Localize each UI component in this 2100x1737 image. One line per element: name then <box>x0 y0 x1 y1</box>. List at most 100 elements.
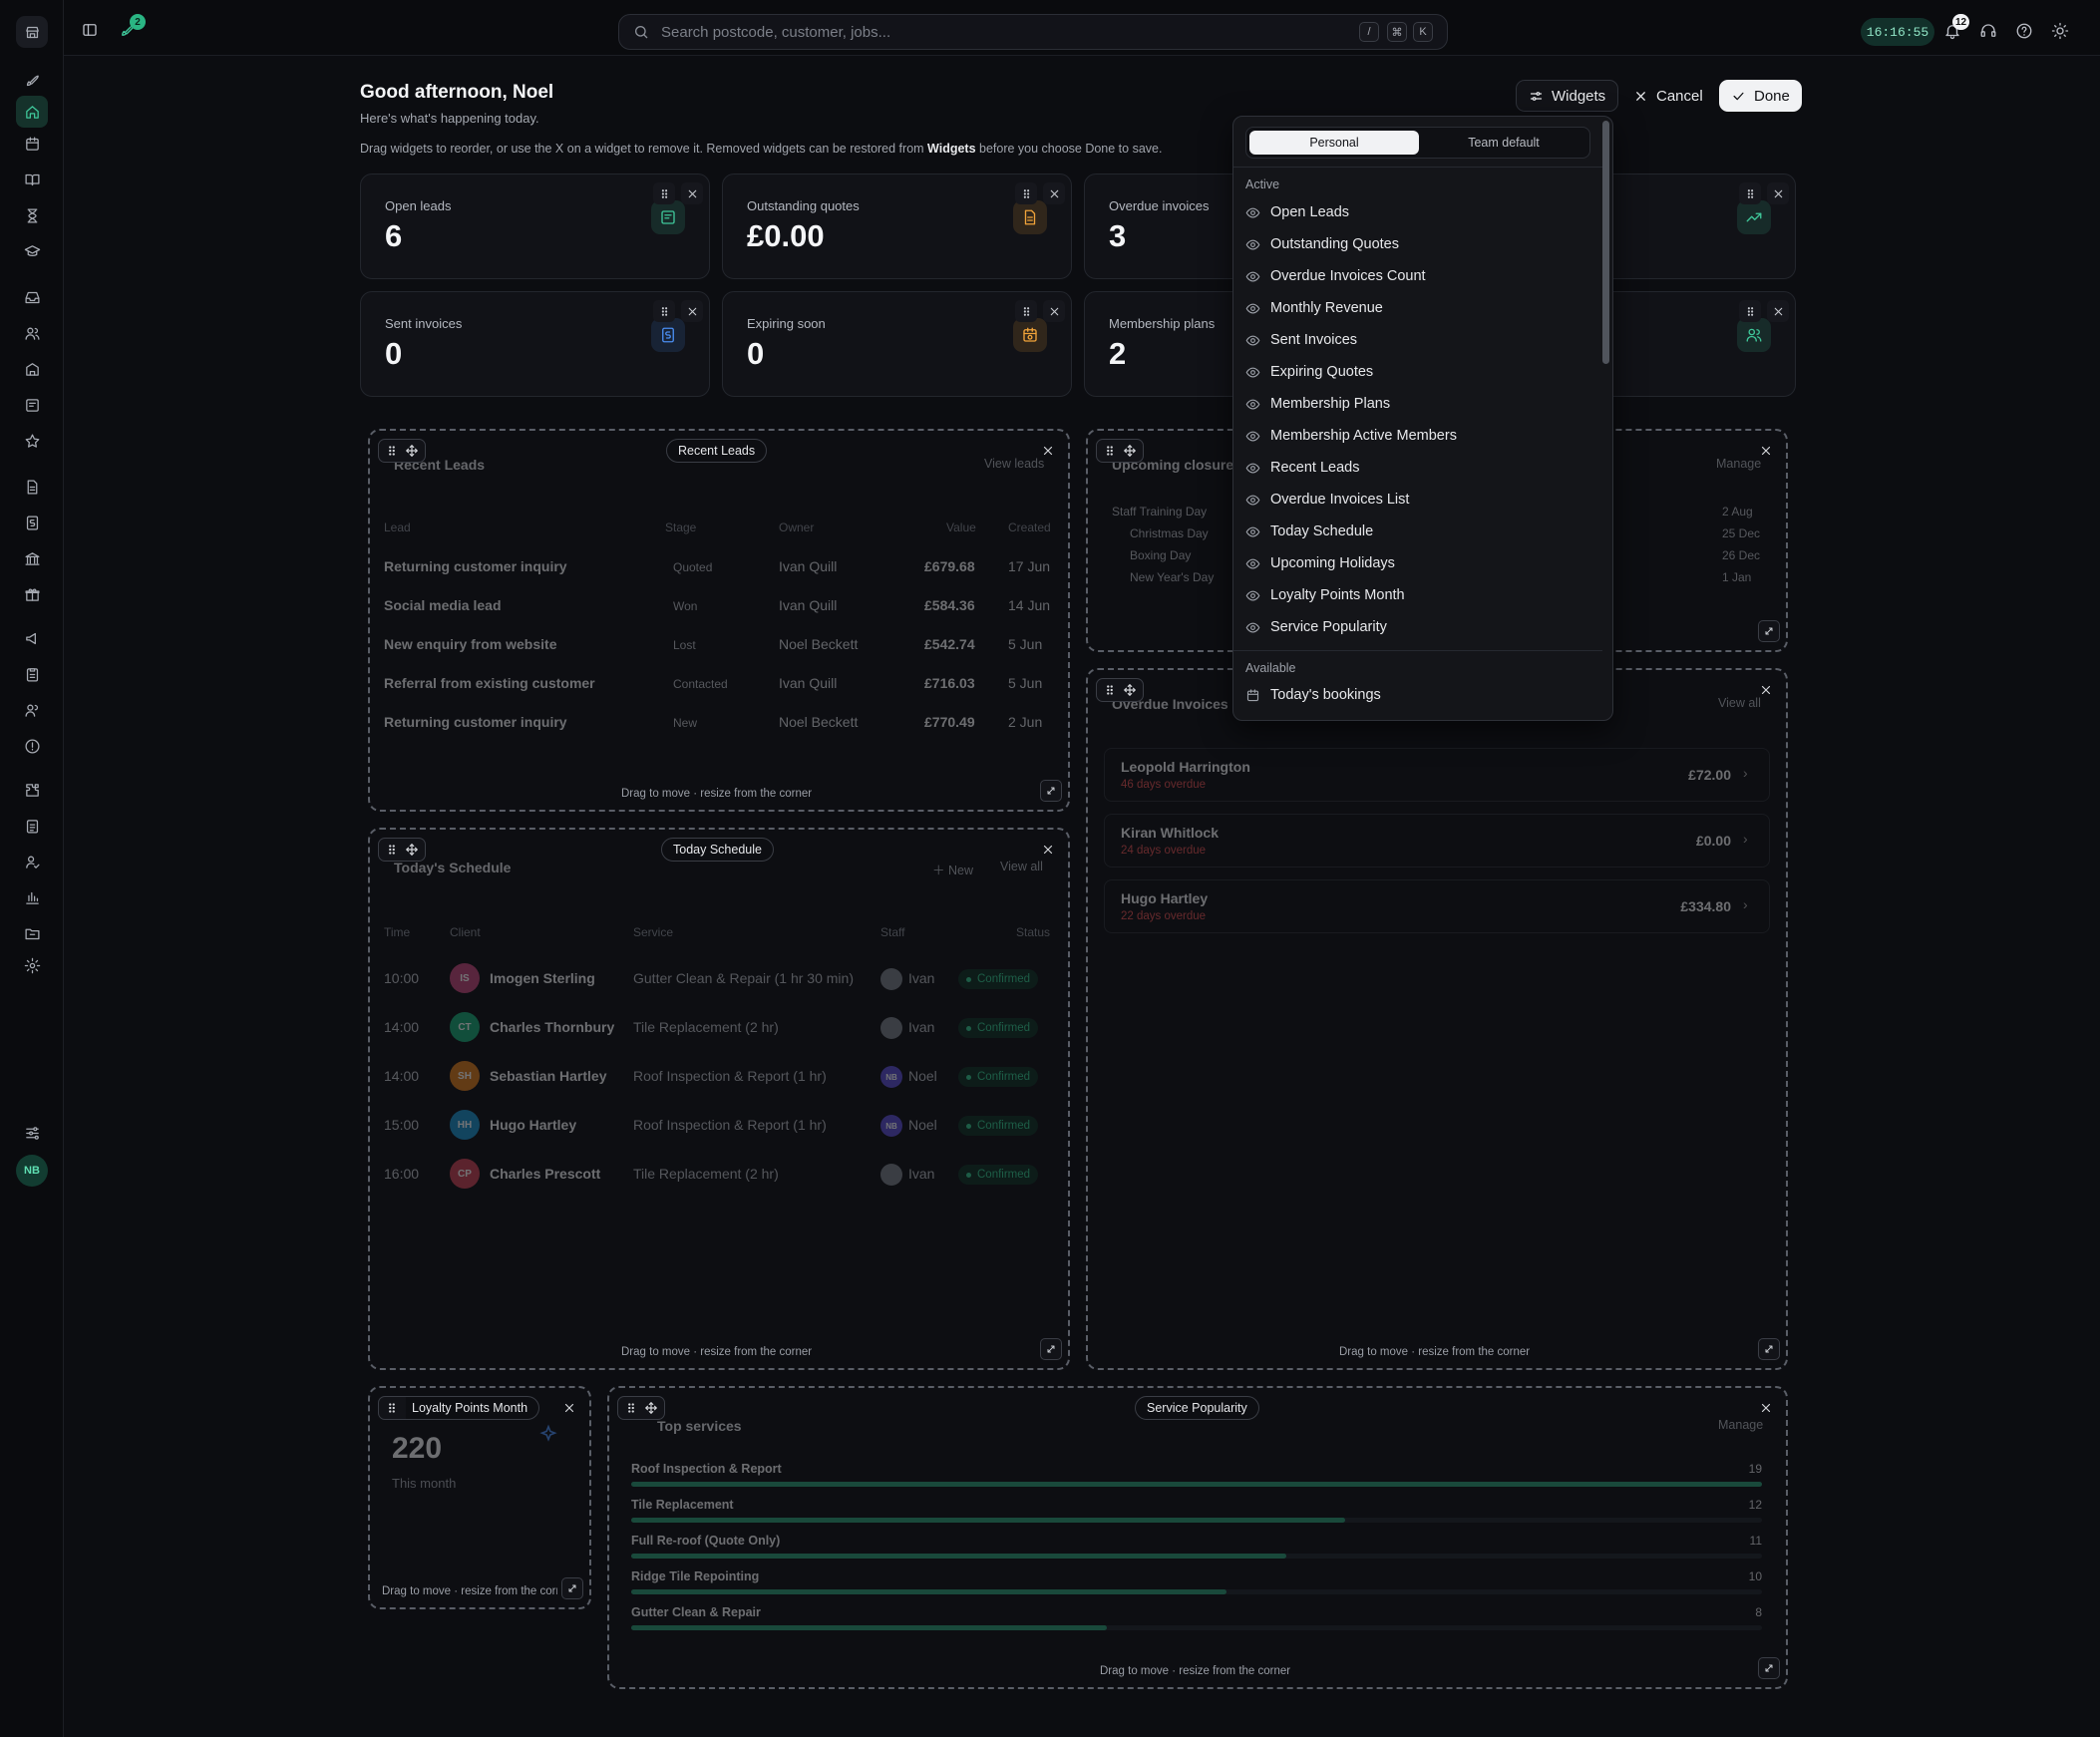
sidebar-item-gifts[interactable] <box>20 582 44 606</box>
sidebar-item-invoices[interactable] <box>20 511 44 534</box>
sidebar-item-marketing[interactable] <box>20 626 44 650</box>
stat-card[interactable]: Expiring soon 0 <box>722 291 1072 397</box>
theme-toggle-button[interactable] <box>2046 17 2074 45</box>
widget-add-item[interactable]: Today's bookings <box>1245 681 1381 709</box>
sidebar-item-preferences[interactable] <box>20 1121 44 1145</box>
list-item[interactable]: Leopold Harrington 46 days overdue £72.00 › <box>1104 748 1770 802</box>
widget-toggle-item[interactable]: Overdue Invoices Count <box>1245 262 1426 290</box>
widget-toggle-item[interactable]: Open Leads <box>1245 198 1349 226</box>
view-all-schedule-link[interactable]: View all <box>1000 860 1043 873</box>
drag-handle[interactable] <box>1096 439 1144 463</box>
toggle-sidebar-button[interactable] <box>76 16 104 44</box>
widget-toggle-item[interactable]: Monthly Revenue <box>1245 294 1383 322</box>
sidebar-item-files[interactable] <box>20 921 44 945</box>
search-input[interactable]: Search postcode, customer, jobs... / ⌘ K <box>618 14 1448 50</box>
resize-handle[interactable] <box>1758 1338 1780 1360</box>
remove-widget-button[interactable] <box>1754 1396 1778 1420</box>
widget-toggle-item[interactable]: Expiring Quotes <box>1245 358 1373 386</box>
drag-handle[interactable] <box>378 439 426 463</box>
stat-card[interactable]: Open leads 6 <box>360 174 710 279</box>
sidebar-item-reports-list[interactable] <box>20 662 44 686</box>
drag-handle[interactable] <box>1015 182 1037 204</box>
sidebar-item-calendar[interactable] <box>20 132 44 156</box>
widget-toggle-item[interactable]: Outstanding Quotes <box>1245 230 1399 258</box>
remove-widget-button[interactable] <box>1036 439 1060 463</box>
remove-widget-button[interactable] <box>681 182 703 204</box>
sidebar-item-reviews[interactable] <box>20 429 44 453</box>
table-row[interactable]: Returning customer inquiry Quoted Ivan Qui… <box>370 558 1068 582</box>
resize-handle[interactable] <box>1758 620 1780 642</box>
sidebar-item-integrations[interactable] <box>20 778 44 802</box>
resize-handle[interactable] <box>561 1577 583 1599</box>
store-logo-icon[interactable] <box>16 16 48 48</box>
table-row[interactable]: 15:00 HH Hugo Hartley Roof Inspection & Rep… <box>370 1110 1068 1142</box>
drag-handle[interactable] <box>653 182 675 204</box>
rocket-icon[interactable] <box>20 68 44 92</box>
table-row[interactable]: 14:00 CT Charles Thornbury Tile Replacement… <box>370 1012 1068 1044</box>
table-row[interactable]: New enquiry from website Lost Noel Beckett… <box>370 636 1068 660</box>
widget-toggle-item[interactable]: Sent Invoices <box>1245 326 1357 354</box>
support-button[interactable] <box>1974 17 2002 45</box>
sidebar-item-staff[interactable] <box>20 698 44 722</box>
sidebar-item-tasks[interactable] <box>20 814 44 838</box>
widget-toggle-item[interactable]: Service Popularity <box>1245 613 1387 641</box>
sidebar-item-book[interactable] <box>20 168 44 191</box>
resize-handle[interactable] <box>1758 1657 1780 1679</box>
dropdown-scrollbar[interactable] <box>1602 121 1609 364</box>
widget-service-popularity[interactable]: Top services Manage Roof Inspection & Re… <box>607 1386 1788 1689</box>
resize-handle[interactable] <box>1040 1338 1062 1360</box>
sidebar-item-quotes[interactable] <box>20 475 44 499</box>
drag-handle[interactable] <box>653 300 675 322</box>
widget-overdue-invoices[interactable]: Overdue Invoices View all Leopold Harrin… <box>1086 668 1788 1370</box>
table-row[interactable]: Social media lead Won Ivan Quill £584.36 14 … <box>370 597 1068 621</box>
list-item[interactable]: Hugo Hartley 22 days overdue £334.80 › <box>1104 879 1770 933</box>
drag-handle[interactable] <box>1739 182 1761 204</box>
table-row[interactable]: 14:00 SH Sebastian Hartley Roof Inspection … <box>370 1061 1068 1093</box>
sidebar-item-settings[interactable] <box>20 953 44 977</box>
widget-toggle-item[interactable]: Loyalty Points Month <box>1245 581 1405 609</box>
stat-card[interactable]: Sent invoices 0 <box>360 291 710 397</box>
widget-toggle-item[interactable]: Membership Active Members <box>1245 422 1457 450</box>
list-item[interactable]: Kiran Whitlock 24 days overdue £0.00 › <box>1104 814 1770 868</box>
done-button[interactable]: Done <box>1719 80 1802 112</box>
remove-widget-button[interactable] <box>1043 182 1065 204</box>
tab-team-default[interactable]: Team default <box>1468 136 1540 150</box>
manage-holidays-link[interactable]: Manage <box>1716 457 1762 471</box>
widget-recent-leads[interactable]: Recent Leads View leads Lead Stage Owner… <box>368 429 1070 812</box>
sidebar-item-business[interactable] <box>20 357 44 381</box>
remove-widget-button[interactable] <box>1767 300 1789 322</box>
widget-loyalty-points[interactable]: 220 This month Loyalty Points Month Drag… <box>368 1386 591 1609</box>
manage-services-link[interactable]: Manage <box>1718 1418 1764 1432</box>
tab-personal[interactable]: Personal <box>1249 131 1419 155</box>
remove-widget-button[interactable] <box>1754 678 1778 702</box>
drag-handle[interactable] <box>617 1396 665 1420</box>
cancel-button[interactable]: Cancel <box>1621 80 1715 112</box>
widget-toggle-item[interactable]: Recent Leads <box>1245 454 1359 482</box>
view-leads-link[interactable]: View leads <box>984 457 1045 471</box>
sidebar-item-analytics[interactable] <box>20 885 44 909</box>
remove-widget-button[interactable] <box>1036 838 1060 862</box>
widget-toggle-item[interactable]: Overdue Invoices List <box>1245 486 1409 514</box>
new-booking-button[interactable]: ＋ New <box>932 864 973 877</box>
sidebar-item-alerts[interactable] <box>20 734 44 758</box>
remove-widget-button[interactable] <box>1754 439 1778 463</box>
sidebar-item-forms[interactable] <box>20 393 44 417</box>
remove-widget-button[interactable] <box>681 300 703 322</box>
table-row[interactable]: Returning customer inquiry New Noel Becket… <box>370 714 1068 738</box>
sidebar-item-home[interactable] <box>16 96 48 128</box>
widget-toggle-item[interactable]: Upcoming Holidays <box>1245 549 1395 577</box>
view-all-overdue-link[interactable]: View all <box>1718 696 1761 710</box>
widget-toggle-item[interactable]: Membership Plans <box>1245 390 1390 418</box>
sidebar-item-customers[interactable] <box>20 321 44 345</box>
table-row[interactable]: 10:00 IS Imogen Sterling Gutter Clean & Rep… <box>370 963 1068 995</box>
help-button[interactable] <box>2010 17 2038 45</box>
stat-card[interactable]: Outstanding quotes £0.00 <box>722 174 1072 279</box>
table-row[interactable]: 16:00 CP Charles Prescott Tile Replacement … <box>370 1159 1068 1191</box>
drag-handle[interactable] <box>1015 300 1037 322</box>
avatar[interactable]: NB <box>16 1155 48 1187</box>
drag-handle[interactable] <box>1096 678 1144 702</box>
drag-handle[interactable] <box>1739 300 1761 322</box>
resize-handle[interactable] <box>1040 780 1062 802</box>
remove-widget-button[interactable] <box>1043 300 1065 322</box>
sidebar-item-inbox[interactable] <box>20 285 44 309</box>
